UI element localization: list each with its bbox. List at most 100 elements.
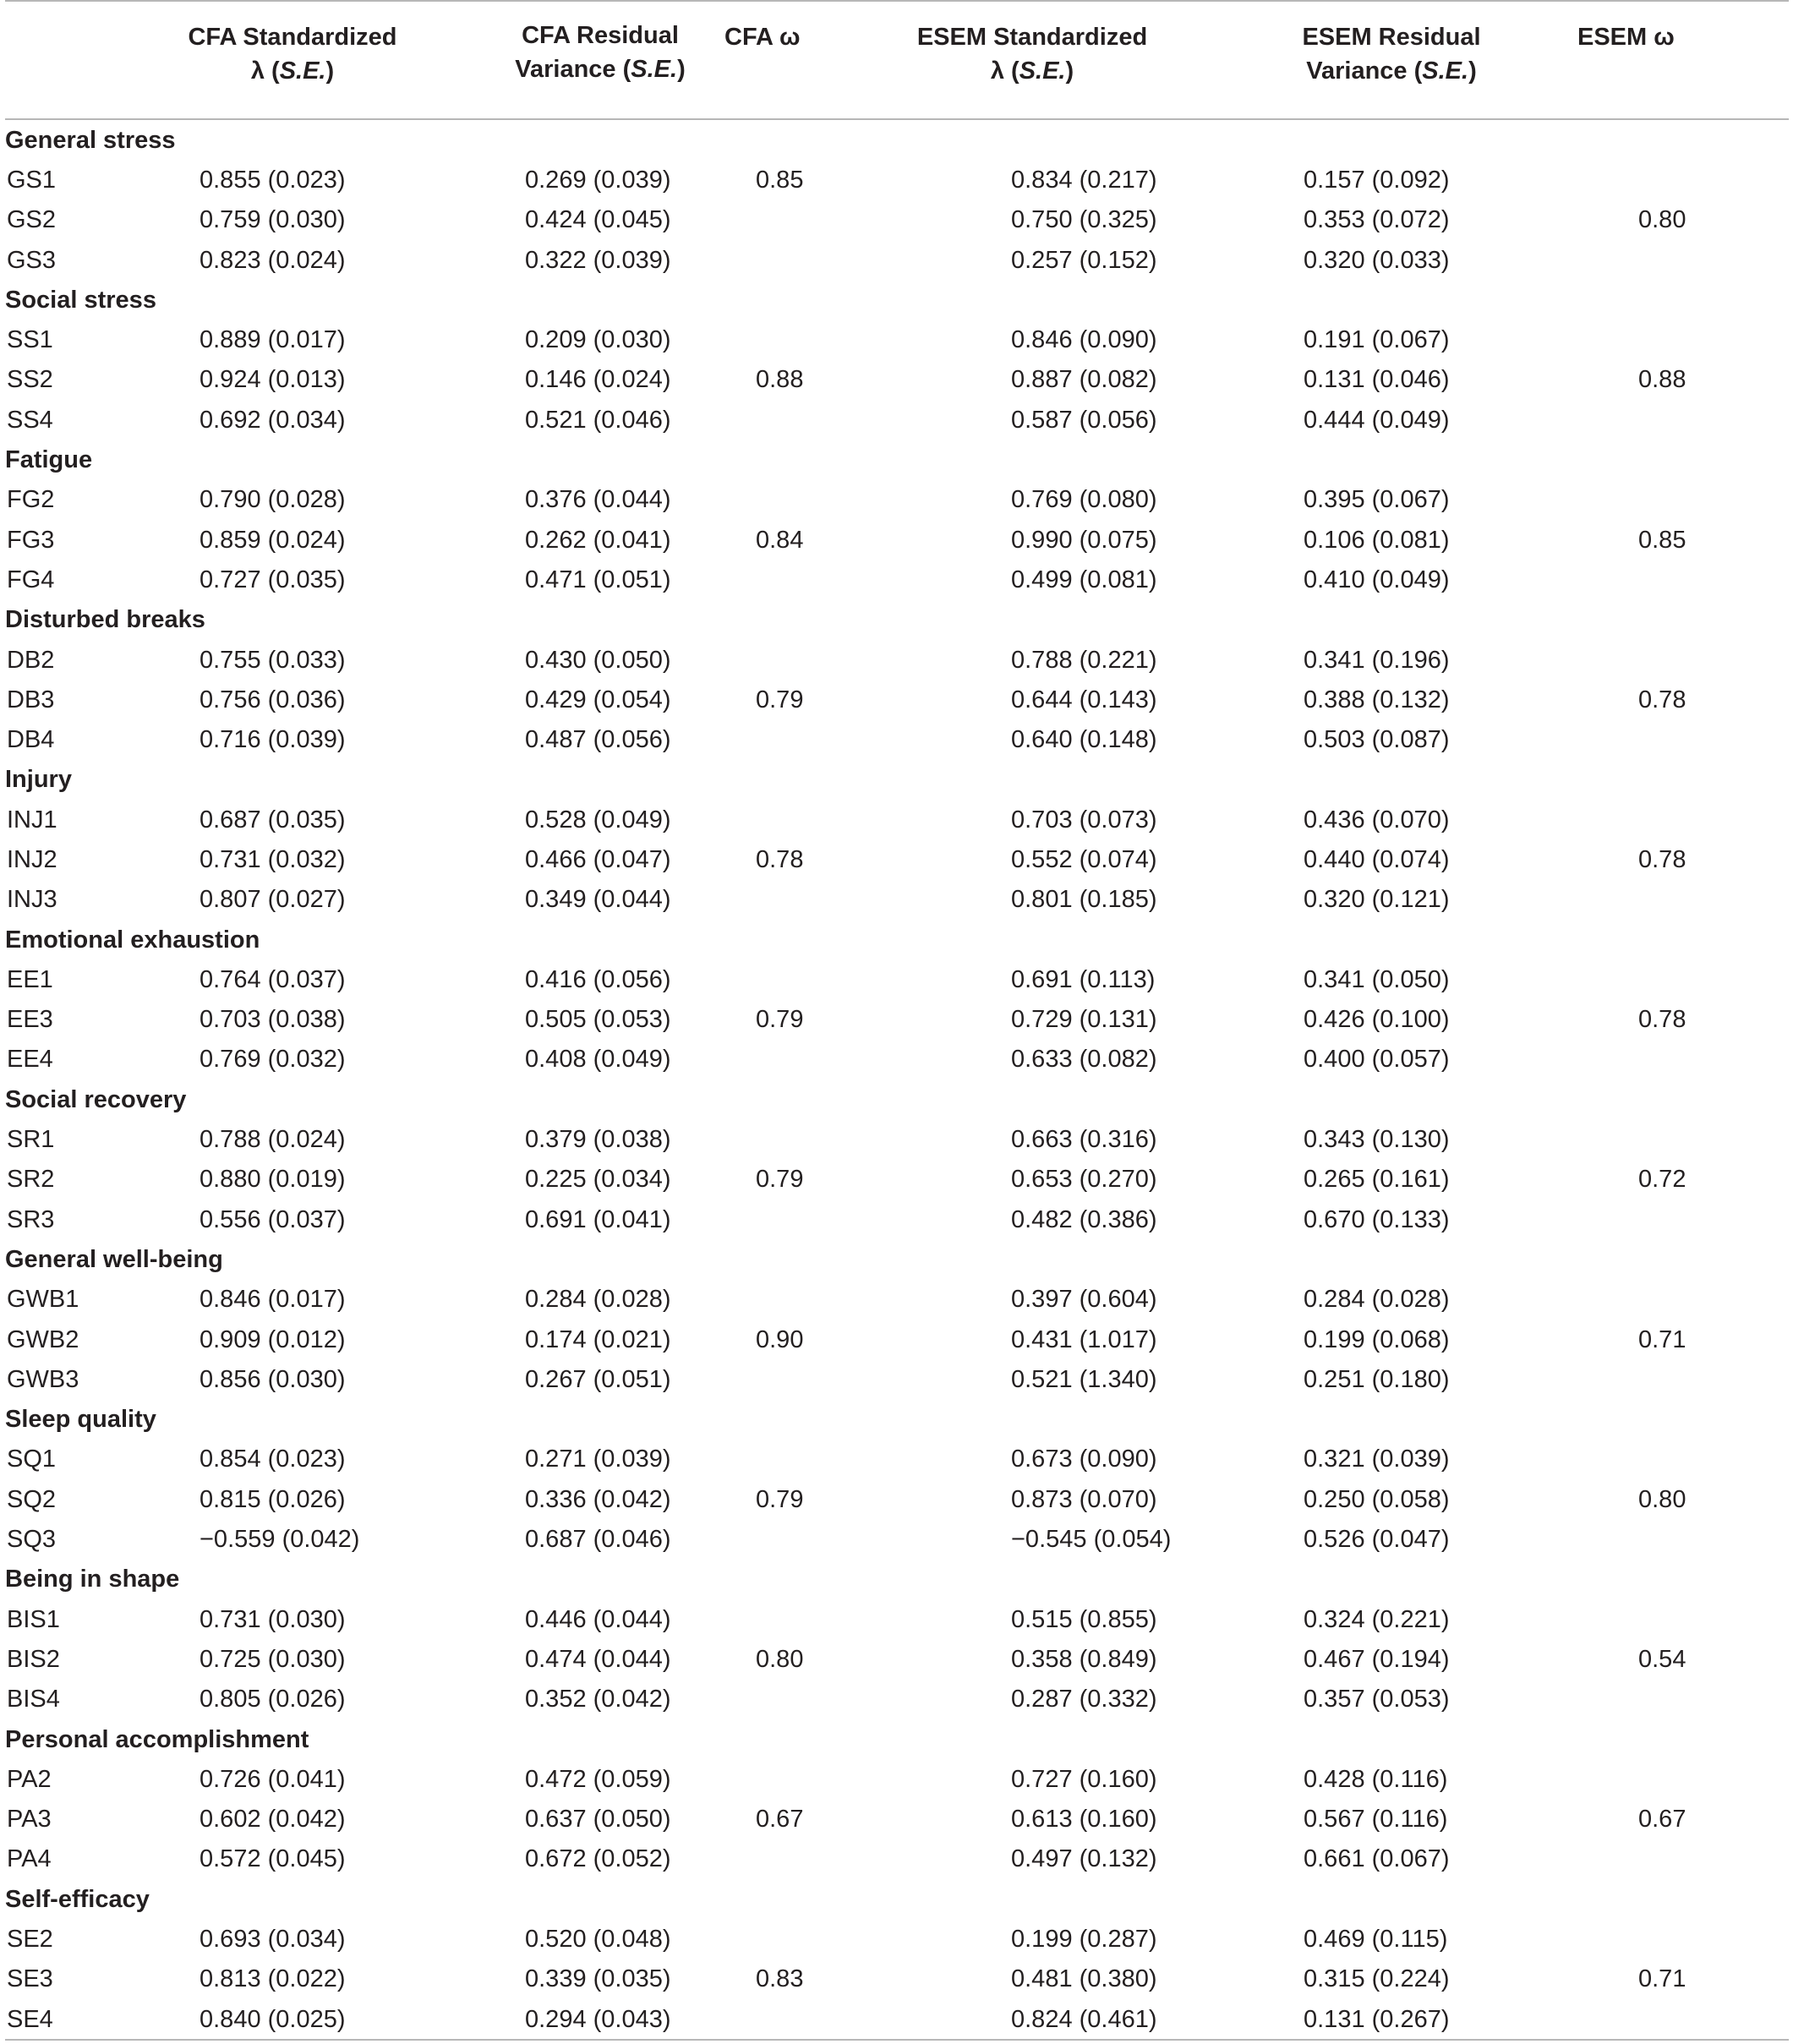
table-row: SR2 0.880 (0.019) 0.225 (0.034) 0.79 0.653 (… bbox=[5, 1160, 1789, 1200]
cfa-omega-cell bbox=[732, 480, 842, 520]
cfa-omega-cell bbox=[732, 1759, 842, 1799]
esem-resid-cell: 0.199 (0.068) bbox=[1304, 1325, 1450, 1353]
item-cell: BIS4 bbox=[7, 1686, 60, 1713]
group-row: Personal accomplishment bbox=[5, 1719, 1789, 1759]
esem-resid-cell: 0.469 (0.115) bbox=[1304, 1926, 1448, 1953]
cfa-lambda-cell: 0.726 (0.041) bbox=[200, 1765, 346, 1793]
esem-resid-cell: 0.250 (0.058) bbox=[1304, 1485, 1450, 1513]
table-row: EE4 0.769 (0.032) 0.408 (0.049) 0.633 (0.08… bbox=[5, 1040, 1789, 1079]
header-esem-resid: ESEM Residual Variance (S.E.) bbox=[1222, 0, 1561, 120]
cfa-lambda-cell: 0.846 (0.017) bbox=[200, 1286, 346, 1314]
esem-lambda-cell: −0.545 (0.054) bbox=[1011, 1526, 1172, 1554]
cfa-omega-cell: 0.78 bbox=[756, 845, 804, 873]
item-cell: GWB3 bbox=[7, 1365, 79, 1393]
cfa-resid-cell: 0.408 (0.049) bbox=[525, 1046, 671, 1074]
table-header: CFA Standardized λ (S.E.) CFA ω ESEM Sta… bbox=[5, 0, 1789, 120]
cfa-lambda-cell: 0.703 (0.038) bbox=[200, 1006, 346, 1034]
esem-omega-cell: 0.78 bbox=[1638, 686, 1686, 713]
table-row: SS1 0.889 (0.017) 0.209 (0.030) 0.846 (0.09… bbox=[5, 320, 1789, 359]
cfa-lambda-cell: 0.764 (0.037) bbox=[200, 965, 346, 993]
cfa-omega-cell bbox=[732, 880, 842, 920]
item-cell: SS1 bbox=[7, 326, 53, 354]
item-cell: DB4 bbox=[7, 726, 55, 754]
cfa-omega-cell: 0.79 bbox=[756, 1485, 804, 1513]
cfa-resid-cell: 0.637 (0.050) bbox=[525, 1806, 671, 1834]
item-cell: GS2 bbox=[7, 206, 57, 234]
table-row: PA2 0.726 (0.041) 0.472 (0.059) 0.727 (0.16… bbox=[5, 1759, 1789, 1799]
esem-lambda-cell: 0.887 (0.082) bbox=[1011, 366, 1157, 394]
table-row: GS3 0.823 (0.024) 0.322 (0.039) 0.257 (0.15… bbox=[5, 240, 1789, 280]
table-row: EE1 0.764 (0.037) 0.416 (0.056) 0.691 (0.11… bbox=[5, 959, 1789, 999]
cfa-resid-cell: 0.376 (0.044) bbox=[525, 486, 671, 514]
table-row: DB3 0.756 (0.036) 0.429 (0.054) 0.79 0.644 (… bbox=[5, 680, 1789, 719]
group-row: Being in shape bbox=[5, 1560, 1789, 1599]
esem-omega-cell bbox=[1561, 880, 1789, 920]
cfa-lambda-cell: 0.854 (0.023) bbox=[200, 1446, 346, 1473]
table-row: DB2 0.755 (0.033) 0.430 (0.050) 0.788 (0.22… bbox=[5, 640, 1789, 680]
esem-omega-cell: 0.71 bbox=[1638, 1325, 1686, 1353]
item-cell: GWB1 bbox=[7, 1286, 79, 1314]
item-cell: GWB2 bbox=[7, 1325, 79, 1353]
cfa-resid-cell: 0.146 (0.024) bbox=[525, 366, 671, 394]
esem-omega-cell bbox=[1561, 800, 1789, 839]
header-esem-lambda: ESEM Standardized λ (S.E.) bbox=[842, 0, 1222, 120]
esem-resid-cell: 0.251 (0.180) bbox=[1304, 1365, 1450, 1393]
esem-omega-cell bbox=[1561, 1519, 1789, 1559]
cfa-lambda-cell: 0.924 (0.013) bbox=[200, 366, 346, 394]
table-row: FG2 0.790 (0.028) 0.376 (0.044) 0.769 (0.08… bbox=[5, 480, 1789, 520]
cfa-resid-cell: 0.528 (0.049) bbox=[525, 806, 671, 833]
esem-omega-cell bbox=[1561, 1998, 1789, 2041]
cfa-lambda-cell: 0.840 (0.025) bbox=[174, 1998, 377, 2041]
esem-omega-cell: 0.54 bbox=[1638, 1645, 1686, 1673]
esem-omega-cell bbox=[1561, 1759, 1789, 1799]
cfa-resid-cell: 0.322 (0.039) bbox=[525, 246, 671, 274]
esem-omega-cell bbox=[1561, 1680, 1789, 1719]
header-cfa-lambda: CFA Standardized λ (S.E.) bbox=[174, 0, 732, 120]
esem-lambda-cell: 0.663 (0.316) bbox=[1011, 1126, 1157, 1154]
header-cfa-resid: CFA Residual Variance (S.E.) bbox=[515, 22, 686, 83]
item-cell: SE3 bbox=[7, 1965, 53, 1993]
item-cell: GS1 bbox=[7, 166, 57, 194]
esem-lambda-cell: 0.358 (0.849) bbox=[1011, 1645, 1157, 1673]
cfa-resid-cell: 0.687 (0.046) bbox=[525, 1526, 671, 1554]
esem-lambda-cell: 0.644 (0.143) bbox=[1011, 686, 1157, 713]
item-cell: SQ2 bbox=[7, 1485, 57, 1513]
esem-resid-cell: 0.315 (0.224) bbox=[1304, 1965, 1450, 1993]
esem-omega-cell: 0.67 bbox=[1638, 1806, 1686, 1834]
table-body: General stress GS1 0.855 (0.023) 0.269 (0.0… bbox=[5, 119, 1789, 2041]
group-row: Self-efficacy bbox=[5, 1879, 1789, 1919]
table-row: INJ2 0.731 (0.032) 0.466 (0.047) 0.78 0.552 … bbox=[5, 839, 1789, 879]
item-cell: SS2 bbox=[7, 366, 53, 394]
group-heading: Personal accomplishment bbox=[5, 1725, 309, 1753]
esem-lambda-cell: 0.499 (0.081) bbox=[1011, 566, 1157, 593]
table-row: INJ3 0.807 (0.027) 0.349 (0.044) 0.801 (0.1… bbox=[5, 880, 1789, 920]
cfa-lambda-cell: 0.769 (0.032) bbox=[200, 1046, 346, 1074]
cfa-omega-cell bbox=[732, 640, 842, 680]
cfa-lambda-cell: 0.693 (0.034) bbox=[200, 1926, 346, 1953]
esem-lambda-cell: 0.640 (0.148) bbox=[1011, 726, 1157, 754]
group-heading: Being in shape bbox=[5, 1566, 180, 1593]
esem-lambda-cell: 0.729 (0.131) bbox=[1011, 1006, 1157, 1034]
item-cell: EE1 bbox=[7, 965, 53, 993]
esem-resid-cell: 0.320 (0.121) bbox=[1304, 886, 1450, 914]
table-row: SE2 0.693 (0.034) 0.520 (0.048) 0.199 (0.28… bbox=[5, 1919, 1789, 1959]
cfa-lambda-cell: 0.725 (0.030) bbox=[200, 1645, 346, 1673]
esem-resid-cell: 0.426 (0.100) bbox=[1304, 1006, 1450, 1034]
item-cell: INJ2 bbox=[7, 845, 57, 873]
esem-omega-cell: 0.85 bbox=[1638, 526, 1686, 554]
table-row: SS2 0.924 (0.013) 0.146 (0.024) 0.88 0.887 (… bbox=[5, 360, 1789, 400]
cfa-omega-cell: 0.79 bbox=[756, 1006, 804, 1034]
cfa-lambda-cell: 0.727 (0.035) bbox=[200, 566, 346, 593]
esem-omega-cell bbox=[1561, 640, 1789, 680]
cfa-resid-cell: 0.339 (0.035) bbox=[525, 1965, 671, 1993]
cfa-resid-cell: 0.416 (0.056) bbox=[525, 965, 671, 993]
item-cell: SR2 bbox=[7, 1166, 55, 1194]
table-row: EE3 0.703 (0.038) 0.505 (0.053) 0.79 0.729 (… bbox=[5, 1000, 1789, 1040]
esem-lambda-cell: 0.587 (0.056) bbox=[1011, 406, 1157, 434]
esem-omega-cell bbox=[1561, 1200, 1789, 1239]
esem-resid-cell: 0.353 (0.072) bbox=[1304, 206, 1450, 234]
table-row: FG3 0.859 (0.024) 0.262 (0.041) 0.84 0.990 (… bbox=[5, 520, 1789, 560]
table-row: PA4 0.572 (0.045) 0.672 (0.052) 0.497 (0.13… bbox=[5, 1839, 1789, 1879]
esem-resid-cell: 0.670 (0.133) bbox=[1304, 1205, 1450, 1233]
esem-resid-cell: 0.526 (0.047) bbox=[1304, 1526, 1450, 1554]
